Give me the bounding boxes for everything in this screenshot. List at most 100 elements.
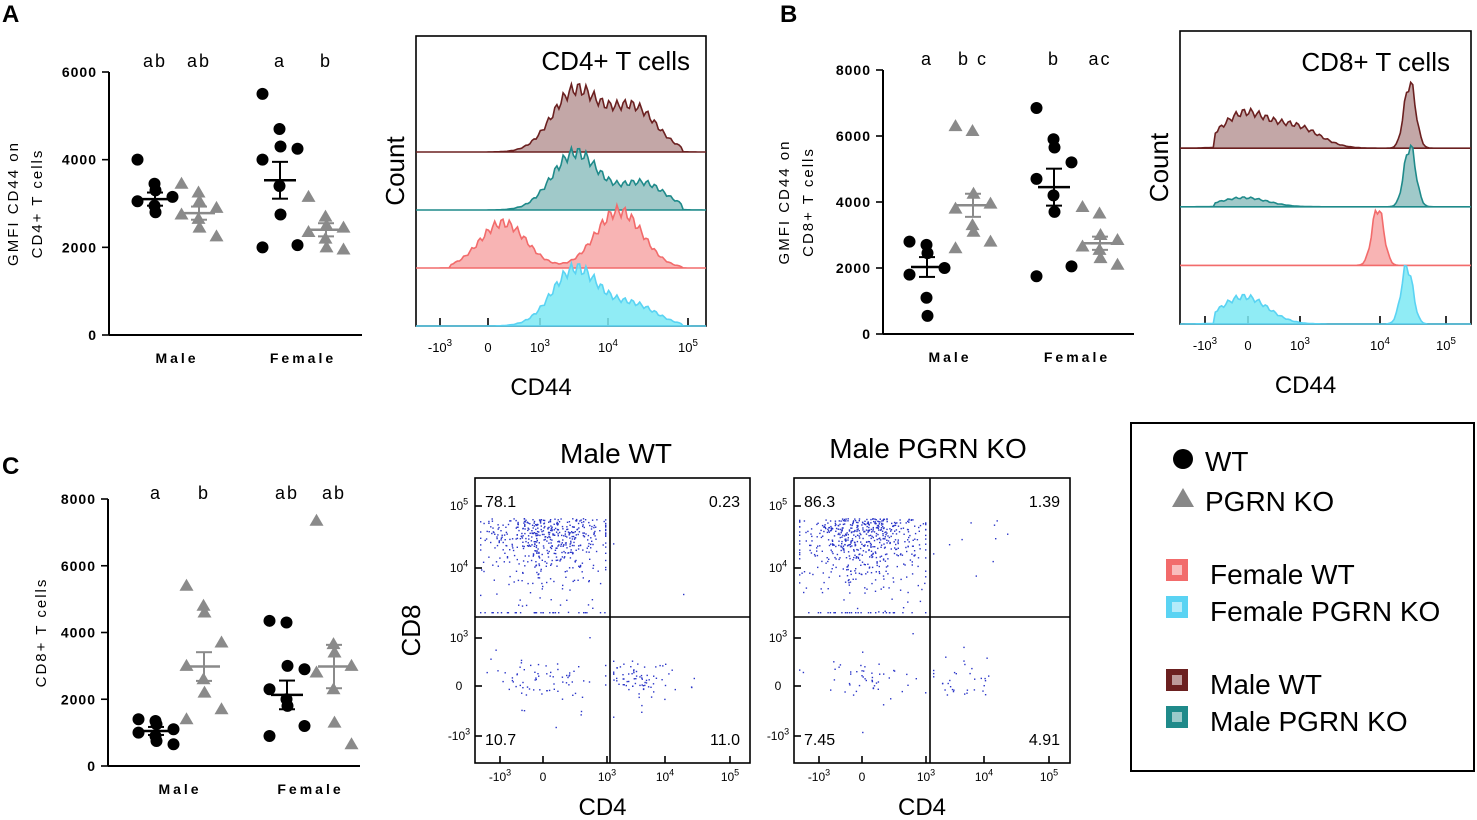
event-dot	[871, 679, 873, 682]
y-axis-label: CD8	[396, 604, 426, 656]
event-dot	[833, 661, 835, 663]
event-dot	[540, 570, 542, 572]
event-dot	[635, 678, 637, 680]
event-dot	[828, 531, 830, 533]
event-dot	[871, 566, 874, 569]
event-dot	[547, 552, 549, 554]
data-point	[301, 224, 316, 237]
event-dot	[870, 546, 872, 548]
event-dot	[509, 538, 511, 541]
event-dot	[548, 689, 551, 692]
event-dot	[484, 539, 486, 542]
event-dot	[517, 521, 519, 524]
event-dot	[556, 663, 559, 665]
event-dot	[560, 558, 562, 560]
data-point	[291, 239, 304, 252]
event-dot	[650, 686, 652, 688]
event-dot	[518, 563, 520, 565]
event-dot	[812, 573, 814, 576]
event-dot	[506, 545, 508, 547]
histogram-area	[416, 81, 706, 153]
event-dot	[884, 610, 886, 612]
event-dot	[577, 533, 579, 536]
event-dot	[593, 532, 595, 534]
event-dot	[538, 557, 541, 559]
event-dot	[538, 556, 540, 558]
event-dot	[522, 527, 524, 530]
event-dot	[527, 522, 530, 524]
event-dot	[980, 677, 982, 680]
x-axis-label: CD4	[578, 794, 626, 820]
event-dot	[857, 528, 859, 530]
event-dot	[871, 531, 873, 533]
event-dot	[605, 524, 607, 526]
event-dot	[847, 568, 849, 571]
legend-swatch-highlight	[1172, 602, 1182, 612]
event-dot	[854, 529, 856, 532]
event-dot	[522, 687, 524, 689]
event-dot	[542, 612, 544, 614]
event-dot	[799, 553, 801, 556]
event-dot	[549, 521, 552, 523]
event-dot	[529, 523, 531, 525]
data-point	[1065, 260, 1078, 273]
event-dot	[867, 612, 870, 614]
event-dot	[538, 552, 540, 554]
event-dot	[641, 704, 643, 707]
event-dot	[519, 612, 522, 614]
event-dot	[842, 548, 845, 550]
event-dot	[568, 675, 570, 677]
event-dot	[862, 529, 864, 531]
event-dot	[850, 531, 853, 534]
event-dot	[873, 539, 876, 542]
legend-marker-triangle	[1172, 488, 1194, 507]
event-dot	[862, 550, 865, 552]
event-dot	[855, 572, 857, 574]
data-point	[903, 268, 916, 281]
event-dot	[848, 579, 850, 581]
legend-label: PGRN KO	[1205, 486, 1334, 517]
event-dot	[538, 531, 540, 533]
event-dot	[512, 549, 515, 552]
event-dot	[851, 527, 853, 529]
x-axis-label: CD4	[898, 794, 946, 820]
event-dot	[988, 675, 990, 677]
event-dot	[560, 518, 562, 520]
event-dot	[820, 588, 822, 590]
event-dot	[521, 537, 524, 539]
event-dot	[853, 550, 855, 552]
event-dot	[846, 612, 848, 614]
data-point	[344, 737, 359, 750]
event-dot	[506, 556, 509, 558]
event-dot	[907, 684, 909, 686]
x-tick-label: 103	[917, 768, 935, 784]
event-dot	[896, 554, 898, 556]
event-dot	[554, 549, 557, 551]
event-dot	[544, 560, 546, 563]
event-dot	[647, 686, 650, 688]
event-dot	[533, 520, 536, 523]
y-tick-label: 103	[769, 629, 787, 645]
event-dot	[953, 689, 955, 691]
event-dot	[488, 522, 490, 524]
event-dot	[554, 518, 556, 520]
y-tick-label: 4000	[61, 625, 96, 641]
event-dot	[900, 578, 902, 581]
event-dot	[559, 560, 561, 562]
data-point	[336, 242, 351, 255]
event-dot	[811, 535, 813, 538]
event-dot	[555, 556, 558, 558]
event-dot	[563, 550, 565, 553]
event-dot	[879, 556, 881, 558]
event-dot	[816, 536, 818, 538]
significance-label: b	[320, 51, 332, 71]
event-dot	[857, 525, 859, 528]
event-dot	[867, 531, 869, 533]
event-dot	[855, 612, 857, 614]
event-dot	[659, 664, 661, 667]
event-dot	[537, 527, 539, 529]
event-dot	[866, 588, 868, 590]
event-dot	[494, 547, 496, 549]
event-dot	[561, 698, 564, 700]
event-dot	[545, 665, 547, 667]
